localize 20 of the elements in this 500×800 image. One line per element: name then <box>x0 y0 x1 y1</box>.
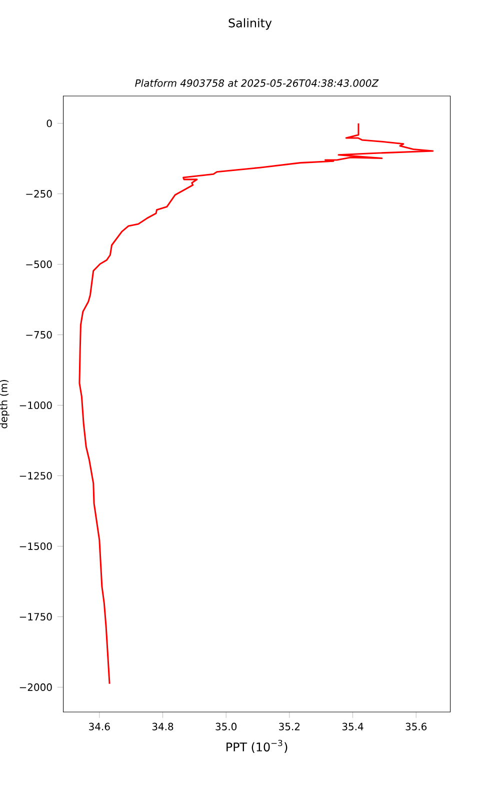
chart-title: Salinity <box>228 18 272 30</box>
y-tick-label: −1500 <box>20 542 52 550</box>
y-tick-label: −1000 <box>20 401 52 410</box>
x-tick-label: 35.4 <box>342 722 364 730</box>
x-axis-title: PPT (10$^{−3}$) <box>226 740 288 753</box>
line-series <box>78 122 434 685</box>
y-axis-title: depth (m) <box>0 380 10 428</box>
x-tick-label: 35.0 <box>216 722 237 730</box>
y-tick-label: −2000 <box>20 683 52 691</box>
y-tick-label: −500 <box>26 260 52 268</box>
x-tick-label: 35.2 <box>279 722 300 730</box>
y-tick-label: −250 <box>26 190 52 198</box>
y-tick-label: 0 <box>46 120 52 128</box>
chart-subtitle: Platform 4903758 at 2025-05-26T04:38:43.000Z <box>135 79 379 87</box>
x-tick-label: 34.8 <box>152 722 174 730</box>
y-tick-label: −1750 <box>20 612 52 620</box>
x-tick-label: 34.6 <box>89 722 110 730</box>
y-tick-label: −1250 <box>20 472 52 480</box>
x-tick-label: 35.6 <box>406 722 427 730</box>
y-tick-label: −750 <box>26 331 52 339</box>
